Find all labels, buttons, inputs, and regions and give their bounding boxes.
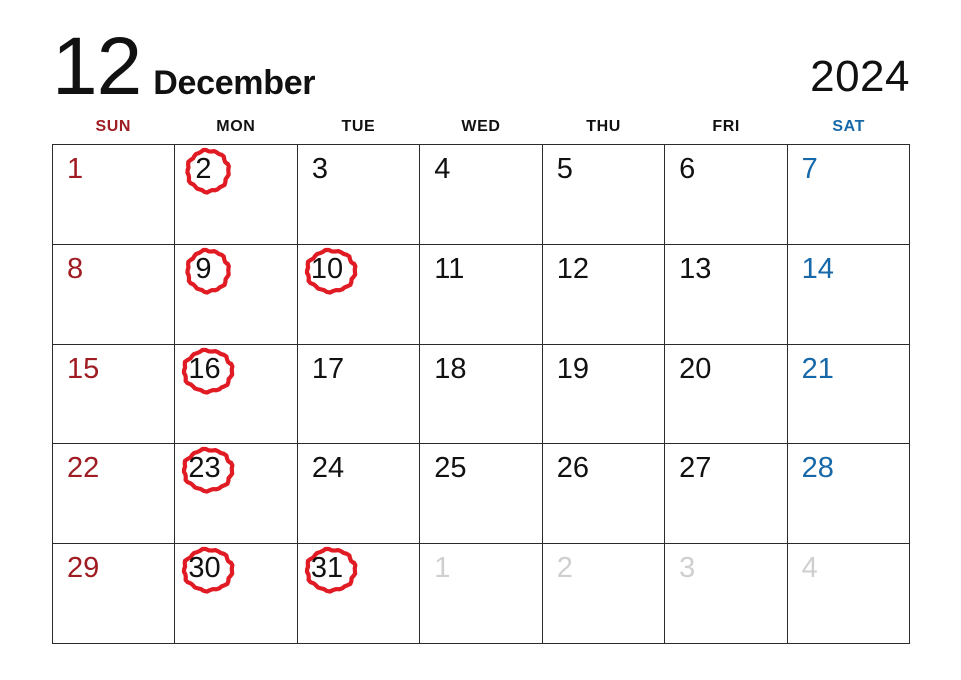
day-number: 2 <box>556 552 573 585</box>
calendar-cell[interactable]: 13 <box>665 244 788 345</box>
calendar-cell[interactable]: 14 <box>787 244 910 345</box>
day-number: 1 <box>67 153 84 185</box>
day-number: 8 <box>67 252 84 285</box>
day-number: 25 <box>434 452 467 485</box>
weekday-header-sun: SUN <box>95 118 132 135</box>
year-label: 2024 <box>810 52 910 101</box>
day-number: 26 <box>556 452 589 485</box>
calendar-header: 12 December 2024 <box>52 18 910 112</box>
calendar-cell[interactable]: 1 <box>53 145 176 245</box>
calendar-cell[interactable]: 29 <box>53 544 176 644</box>
calendar-cell[interactable]: 22 <box>53 444 176 545</box>
calendar-grid: 1 2 3 4 5 6 7 8 9 10 11 12 13 14 15 16 17 18 19 20 21 22 23 24 2… <box>52 144 910 644</box>
calendar-cell[interactable]: 2 <box>542 544 666 644</box>
calendar-cell[interactable]: 30 <box>175 544 298 644</box>
day-number: 19 <box>556 352 589 385</box>
calendar-cell[interactable]: 16 <box>175 344 298 445</box>
calendar-cell[interactable]: 28 <box>787 444 910 545</box>
calendar-cell[interactable]: 21 <box>787 344 910 445</box>
day-number: 22 <box>67 452 100 485</box>
day-number: 1 <box>434 552 451 585</box>
weekday-header-tue: TUE <box>341 118 376 135</box>
day-number: 4 <box>801 552 818 585</box>
calendar-cell[interactable]: 23 <box>175 444 298 545</box>
calendar-cell[interactable]: 15 <box>53 344 176 445</box>
month-number: 12 <box>52 20 142 112</box>
weekday-header-row: SUN MON TUE WED THU FRI SAT <box>52 114 910 140</box>
month-title: 12 December <box>52 20 316 112</box>
calendar-cell[interactable]: 8 <box>53 244 176 345</box>
day-number: 21 <box>801 352 834 385</box>
day-number: 14 <box>801 252 834 285</box>
day-number: 3 <box>311 153 328 185</box>
day-number: 4 <box>434 153 451 185</box>
day-number: 18 <box>434 352 467 385</box>
day-number: 9 <box>195 252 212 285</box>
calendar-cell[interactable]: 20 <box>665 344 788 445</box>
day-number: 28 <box>801 452 834 485</box>
calendar-cell[interactable]: 4 <box>787 544 910 644</box>
calendar-cell[interactable]: 2 <box>175 145 298 245</box>
day-number: 24 <box>311 452 345 485</box>
day-number: 29 <box>67 552 100 585</box>
calendar-cell[interactable]: 11 <box>420 244 543 345</box>
calendar-cell[interactable]: 24 <box>297 444 421 545</box>
calendar-cell[interactable]: 5 <box>542 145 666 245</box>
calendar-cell[interactable]: 6 <box>665 145 788 245</box>
day-number: 15 <box>67 352 100 385</box>
day-number: 11 <box>434 252 465 285</box>
calendar-cell[interactable]: 10 <box>297 244 421 345</box>
day-number: 30 <box>188 552 221 585</box>
day-number: 23 <box>188 452 221 485</box>
calendar-cell[interactable]: 3 <box>297 145 421 245</box>
day-number: 5 <box>556 153 573 185</box>
calendar-cell[interactable]: 19 <box>542 344 666 445</box>
day-number: 27 <box>679 452 712 485</box>
day-number: 12 <box>556 252 589 285</box>
weekday-header-fri: FRI <box>712 118 740 135</box>
calendar-cell[interactable]: 25 <box>420 444 543 545</box>
day-number: 31 <box>310 552 344 585</box>
calendar-cell[interactable]: 4 <box>420 145 543 245</box>
calendar-cell[interactable]: 12 <box>542 244 666 345</box>
day-number: 7 <box>801 153 818 185</box>
calendar-cell[interactable]: 3 <box>665 544 788 644</box>
month-name: December <box>153 63 316 102</box>
calendar-cell[interactable]: 26 <box>542 444 666 545</box>
weekday-header-thu: THU <box>586 118 621 135</box>
calendar-cell[interactable]: 7 <box>787 145 910 245</box>
day-number: 13 <box>679 252 712 285</box>
day-number: 6 <box>679 153 696 185</box>
day-number: 3 <box>679 552 696 585</box>
calendar-cell[interactable]: 18 <box>420 344 543 445</box>
day-number: 10 <box>310 252 344 285</box>
day-number: 17 <box>311 352 345 385</box>
calendar-cell[interactable]: 31 <box>297 544 421 644</box>
weekday-header-sat: SAT <box>832 118 866 135</box>
calendar-cell[interactable]: 9 <box>175 244 298 345</box>
day-number: 20 <box>679 352 712 385</box>
calendar-cell[interactable]: 1 <box>420 544 543 644</box>
calendar-cell[interactable]: 27 <box>665 444 788 545</box>
calendar-cell[interactable]: 17 <box>297 344 421 445</box>
day-number: 16 <box>188 352 221 385</box>
weekday-header-wed: WED <box>461 118 501 135</box>
weekday-header-mon: MON <box>216 118 256 135</box>
day-number: 2 <box>195 153 212 185</box>
